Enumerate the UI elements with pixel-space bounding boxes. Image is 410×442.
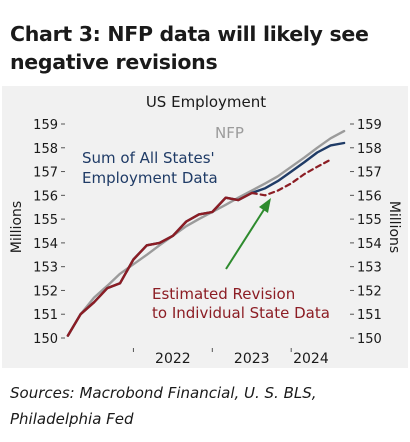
chart-panel: US Employment 150 151 152 153 154 155 156 157 15… <box>2 86 408 368</box>
revision-solid-line <box>66 191 254 337</box>
y-tick-label-right: 150 <box>357 332 382 347</box>
y-axis-label-left: Millions <box>9 201 25 253</box>
y-tick-label-left: 156 <box>33 189 58 204</box>
x-tick-label: 2023 <box>234 351 270 367</box>
y-tick-label-right: 158 <box>357 142 382 157</box>
nfp-line <box>66 129 346 337</box>
y-tick-label-right: 154 <box>357 237 382 252</box>
x-axis: 2022 2023 2024 <box>132 348 329 367</box>
x-tick-label: 2022 <box>155 351 191 367</box>
revision-dashed-line <box>250 158 332 197</box>
y-tick-label-right: 155 <box>357 213 382 228</box>
line-chart: US Employment 15015115215315415515615715… <box>9 93 402 367</box>
y-tick-label-left: 152 <box>33 284 58 299</box>
chart-title-heading: Chart 3: NFP data will likely see negati… <box>10 22 369 74</box>
y-tick-label-left: 150 <box>33 332 58 347</box>
y-tick-label-right: 153 <box>357 261 382 276</box>
green-arrow <box>225 198 271 270</box>
series-layer <box>66 129 346 337</box>
y-tick-label-left: 155 <box>33 213 58 228</box>
y-tick-label-left: 157 <box>33 166 58 181</box>
y-tick-label-right: 152 <box>357 284 382 299</box>
y-tick-label-left: 153 <box>33 261 58 276</box>
left-y-axis: 150 151 152 153 154 155 156 157 158 159 <box>33 118 65 347</box>
y-tick-label-right: 159 <box>357 118 382 133</box>
nfp-annotation: NFP <box>215 124 244 142</box>
y-tick-label-right: 151 <box>357 308 382 323</box>
right-y-axis: 150 151 152 153 154 155 156 157 158 159 <box>350 118 382 347</box>
states-annotation: Sum of All States' Employment Data <box>82 149 218 187</box>
y-tick-label-left: 158 <box>33 142 58 157</box>
revision-annotation: Estimated Revision to Individual State Da… <box>152 285 330 322</box>
y-tick-label-left: 159 <box>33 118 58 133</box>
y-axis-label-right: Millions <box>386 201 402 253</box>
y-tick-label-left: 151 <box>33 308 58 323</box>
y-tick-label-right: 156 <box>357 189 382 204</box>
chart-title: US Employment <box>146 93 266 111</box>
x-tick-label: 2024 <box>293 351 329 367</box>
y-tick-label-right: 157 <box>357 166 382 181</box>
y-tick-label-left: 154 <box>33 237 58 252</box>
sources-note: Sources: Macrobond Financial, U. S. BLS,… <box>10 384 317 428</box>
